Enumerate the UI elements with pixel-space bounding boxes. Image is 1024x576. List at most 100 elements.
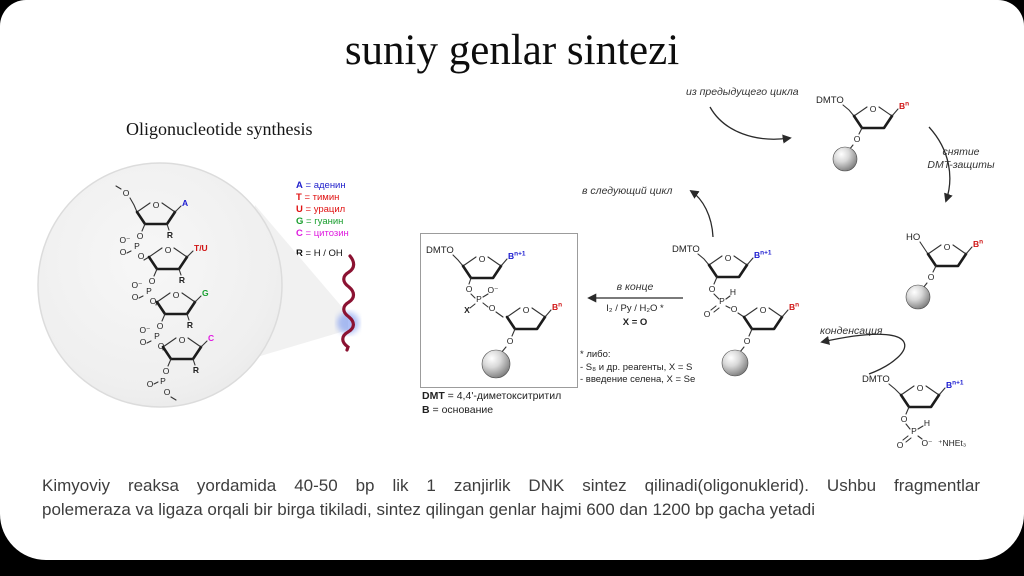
magnifier-circle — [37, 162, 283, 408]
label-condensation: конденсация — [820, 325, 883, 337]
oligo-chain-structure: O O A R O O⁻ P O O O T/U R — [115, 185, 214, 401]
r-label: R — [193, 365, 199, 375]
o-label: O — [731, 304, 738, 314]
solid-support-sphere — [481, 349, 511, 379]
label-from-previous-cycle: из предыдущего цикла — [686, 86, 799, 98]
o-label: O — [479, 254, 486, 264]
o-minus-label: O⁻ — [921, 438, 933, 448]
o-label: O — [120, 247, 127, 257]
base-n-label: Bn — [899, 101, 909, 112]
h-label: H — [924, 418, 930, 428]
o-label: O — [165, 245, 172, 255]
r-label: R — [187, 320, 193, 330]
abbreviation-caption: DMT = 4,4'-диметокситритил B = основание — [422, 390, 562, 416]
dmto-label: DMTO — [816, 95, 844, 106]
o-label: O — [132, 292, 139, 302]
o-label: O — [489, 303, 496, 313]
legend-item-thymine: T = тимин — [296, 192, 340, 203]
arrow-condensation — [820, 333, 906, 375]
base-n-label: Bn — [973, 239, 983, 250]
base-n1-label: Bn+1 — [508, 251, 526, 262]
o-label: O — [725, 253, 732, 263]
r-label: R — [179, 275, 185, 285]
solid-support-sphere — [905, 284, 931, 310]
p-label: P — [911, 426, 917, 436]
o-label: O — [944, 242, 951, 252]
legend-item-guanine: G = гуанин — [296, 216, 344, 227]
dmto-label: DMTO — [862, 374, 890, 385]
synthesis-cycle-diagram: O O A R O O⁻ P O O O T/U R — [37, 95, 983, 450]
o-label: O — [744, 336, 751, 346]
o-label: O — [137, 231, 144, 241]
page-title: suniy genlar sintezi — [344, 27, 680, 74]
o-label: O — [179, 335, 186, 345]
legend-item-cytosine: C = цитозин — [296, 228, 349, 239]
o-label: O — [147, 379, 154, 389]
p-label: P — [476, 294, 482, 304]
legend-item-uracil: U = урацил — [296, 204, 346, 215]
body-text: Kimyoviy reaksa yordamida 40-50 bp lik 1… — [42, 474, 980, 522]
body-line-1: Kimyoviy reaksa yordamida 40-50 bp lik 1… — [42, 476, 980, 495]
label-dmt-removal: снятие DMT-защиты — [927, 146, 995, 171]
arrow-next-cycle — [689, 189, 714, 238]
legend-item-adenine: A = аденин — [296, 180, 346, 191]
o-label: O — [917, 383, 924, 393]
p-label: P — [154, 331, 160, 341]
o-label: O — [870, 104, 877, 114]
p-label: P — [134, 241, 140, 251]
h-label: H — [730, 287, 736, 297]
o-label: O — [157, 321, 164, 331]
o-minus-label: O⁻ — [487, 285, 499, 295]
o-label: O — [153, 200, 160, 210]
arrow-dmt-removal — [928, 126, 953, 203]
o-minus-label: O⁻ — [139, 325, 151, 335]
presentation-slide: suniy genlar sintezi Oligonucleotide syn… — [0, 0, 1024, 560]
label-next-cycle: в следующий цикл — [582, 185, 673, 197]
dmto-label: DMTO — [426, 245, 454, 256]
p-label: P — [719, 296, 725, 306]
solid-support-sphere — [721, 349, 749, 377]
dna-strand-squiggle — [337, 254, 359, 352]
o-label: O — [138, 251, 145, 261]
o-label: O — [709, 284, 716, 294]
base-n1-label: Bn+1 — [754, 250, 772, 261]
product-structure: DMTO O Bn+1 O P H O O O Bn O — [672, 244, 799, 377]
o-label: O — [760, 305, 767, 315]
support-nucleoside-structure: DMTO O Bn O — [816, 95, 909, 172]
o-label: O — [158, 341, 165, 351]
base-n-label: Bn — [552, 302, 562, 313]
base-a-label: A — [182, 198, 188, 208]
r-label: R — [167, 230, 173, 240]
ammonium-label: ⁺NHEt₃ — [938, 438, 966, 448]
p-label: P — [146, 286, 152, 296]
o-label: O — [150, 296, 157, 306]
label-at-end: в конце — [616, 281, 654, 293]
o-label: O — [164, 387, 171, 397]
legend-item-r-group: R = H / OH — [296, 248, 343, 259]
o-minus-label: O⁻ — [131, 280, 143, 290]
base-c-label: C — [208, 333, 214, 343]
o-label: O — [466, 284, 473, 294]
x-label: X — [464, 305, 470, 315]
o-minus-label: O⁻ — [119, 235, 131, 245]
o-label: O — [123, 188, 130, 198]
o-label: O — [140, 337, 147, 347]
base-tu-label: T/U — [194, 243, 208, 253]
deprotected-nucleoside-structure: HO O Bn O — [905, 232, 983, 310]
o-label: O — [173, 290, 180, 300]
slide-subtitle: Oligonucleotide synthesis — [126, 119, 313, 139]
boxed-phosphite-structure: DMTO O Bn+1 O P O⁻ X O O Bn O — [426, 245, 562, 379]
body-line-2: polemeraza va ligaza orqali bir birga ti… — [42, 500, 816, 519]
o-label: O — [901, 414, 908, 424]
solid-support-sphere — [832, 146, 858, 172]
base-legend: A = аденин T = тимин U = урацил G = гуан… — [296, 180, 349, 260]
p-label: P — [160, 376, 166, 386]
label-end-reagents: I₂ / Py / H₂O * — [606, 303, 664, 314]
base-g-label: G — [202, 288, 209, 298]
ho-label: HO — [906, 232, 920, 243]
o-label: O — [149, 276, 156, 286]
footnote: * либо: - S₈ и др. реагенты, X = S - вве… — [580, 349, 696, 385]
o-label: O — [854, 134, 861, 144]
dmto-label: DMTO — [672, 244, 700, 255]
o-label: O — [507, 336, 514, 346]
